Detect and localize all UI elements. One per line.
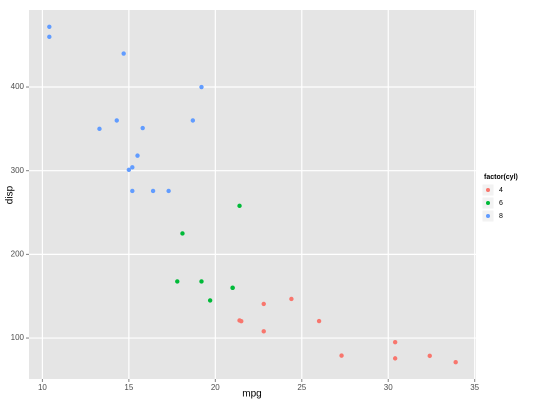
panel: [29, 10, 476, 379]
point: [392, 356, 398, 361]
legend-symbol: [486, 188, 490, 192]
y-tick-label: 400: [11, 82, 25, 91]
point: [199, 84, 204, 90]
point: [237, 318, 242, 323]
point: [47, 24, 52, 29]
x-tick-label: 25: [297, 383, 306, 392]
point: [47, 34, 52, 40]
legend-title: factor(cyl): [484, 174, 518, 181]
point: [199, 279, 204, 284]
x-tick-label: 10: [38, 383, 47, 392]
point: [114, 118, 119, 123]
point: [316, 318, 322, 324]
point: [121, 51, 126, 56]
legend-label: 6: [499, 200, 503, 207]
x-axis-label: mpg: [242, 389, 261, 400]
point: [237, 203, 242, 209]
point: [175, 279, 180, 284]
point: [453, 360, 458, 365]
legend-label: 4: [499, 187, 503, 194]
point: [135, 153, 140, 158]
legend-symbol: [486, 201, 490, 205]
point: [207, 298, 213, 303]
x-tick-label: 35: [470, 383, 479, 392]
point: [150, 188, 156, 194]
point: [261, 329, 266, 334]
y-tick-label: 100: [11, 333, 25, 342]
point: [230, 285, 235, 291]
point: [392, 339, 398, 345]
y-tick-label: 300: [11, 166, 25, 175]
point: [130, 188, 135, 194]
point: [289, 296, 294, 302]
point: [130, 165, 135, 170]
point: [180, 231, 185, 236]
point: [427, 353, 432, 359]
x-tick-label: 15: [124, 383, 133, 392]
point: [339, 353, 344, 358]
x-tick-label: 30: [384, 383, 393, 392]
point: [166, 188, 171, 194]
y-axis-label: disp: [5, 185, 16, 204]
point: [261, 301, 266, 307]
point: [140, 125, 145, 131]
x-tick-label: 20: [211, 383, 220, 392]
legend-label: 8: [499, 213, 503, 220]
legend-symbol: [486, 214, 490, 218]
point: [126, 167, 132, 173]
point: [97, 126, 102, 132]
y-tick-label: 200: [11, 249, 25, 258]
point: [190, 118, 196, 123]
